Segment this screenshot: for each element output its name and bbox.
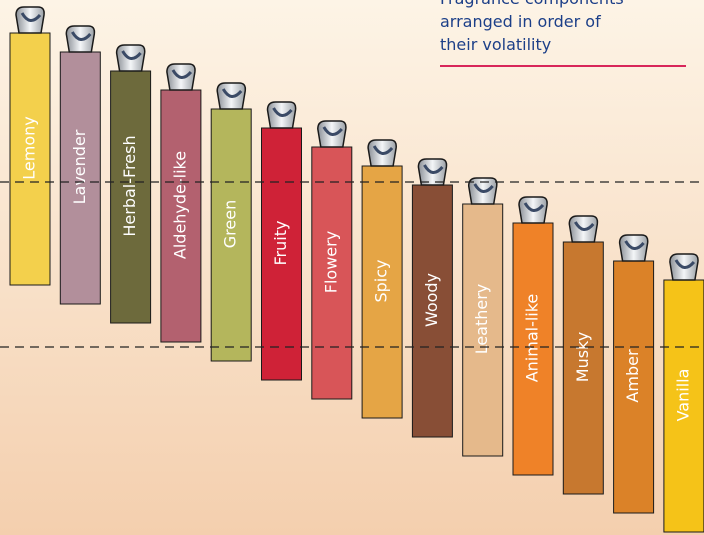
vial: Lemony	[10, 7, 50, 285]
caption-line: Fragrance components	[440, 0, 624, 8]
vial: Flowery	[312, 121, 352, 399]
vial-label: Herbal-Fresh	[120, 135, 139, 236]
diagram: Lemony Lavender Herbal-Fresh Aldehyde-like G…	[0, 0, 704, 535]
vial-label: Animal-like	[523, 294, 542, 383]
vial-label: Aldehyde-like	[170, 151, 189, 259]
vial: Vanilla	[664, 254, 704, 532]
vial: Fruity	[262, 102, 302, 380]
vial-label: Vanilla	[673, 369, 692, 422]
vial-label: Fruity	[271, 221, 290, 266]
vial: Musky	[563, 216, 603, 494]
vial: Amber	[614, 235, 654, 513]
vial: Aldehyde-like	[161, 64, 201, 342]
vial-label: Woody	[422, 273, 441, 327]
vial-label: Lavender	[70, 129, 89, 204]
caption-line: arranged in order of	[440, 12, 601, 31]
vial-label: Green	[221, 200, 240, 248]
vial-label: Lemony	[20, 116, 39, 179]
vial-label: Flowery	[321, 231, 340, 293]
vial: Leathery	[463, 178, 503, 456]
vial-label: Musky	[573, 332, 592, 382]
vial-label: Amber	[623, 349, 642, 403]
vial: Lavender	[60, 26, 100, 304]
vial: Green	[211, 83, 251, 361]
vial: Woody	[412, 159, 452, 437]
vial-label: Leathery	[472, 284, 491, 355]
vial: Animal-like	[513, 197, 553, 475]
vial-label: Spicy	[372, 259, 391, 302]
caption-line: their volatility	[440, 35, 551, 54]
vial: Herbal-Fresh	[111, 45, 151, 323]
